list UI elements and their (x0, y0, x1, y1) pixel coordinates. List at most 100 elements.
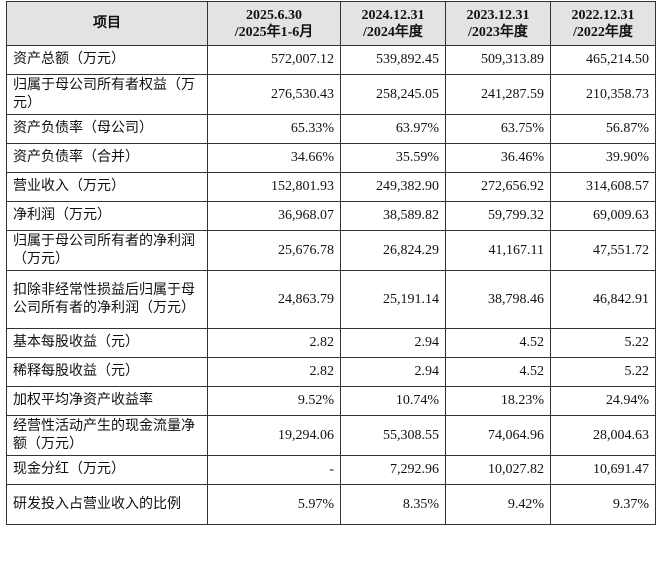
cell-value: 152,801.93 (207, 172, 341, 202)
cell-value: 249,382.90 (340, 172, 446, 202)
cell-value: 572,007.12 (207, 45, 341, 75)
row-label: 经营性活动产生的现金流量净额（万元） (6, 415, 208, 456)
cell-value: 10,691.47 (550, 455, 656, 485)
table-row: 经营性活动产生的现金流量净额（万元） 19,294.06 55,308.55 7… (6, 415, 656, 456)
table-row: 资产总额（万元） 572,007.12 539,892.45 509,313.8… (6, 45, 656, 75)
cell-value: 210,358.73 (550, 74, 656, 115)
row-label: 基本每股收益（元） (6, 328, 208, 358)
table-row: 扣除非经常性损益后归属于母公司所有者的净利润（万元） 24,863.79 25,… (6, 270, 656, 329)
cell-value: 39.90% (550, 143, 656, 173)
header-date: 2023.12.31 (466, 7, 530, 23)
cell-value: 314,608.57 (550, 172, 656, 202)
cell-value: 509,313.89 (445, 45, 551, 75)
cell-value: 47,551.72 (550, 230, 656, 271)
row-label: 资产负债率（合并） (6, 143, 208, 173)
cell-value: 9.42% (445, 484, 551, 525)
cell-value: 35.59% (340, 143, 446, 173)
table-row: 稀释每股收益（元） 2.82 2.94 4.52 5.22 (6, 357, 656, 387)
cell-value: 26,824.29 (340, 230, 446, 271)
cell-value: 34.66% (207, 143, 341, 173)
cell-value: 7,292.96 (340, 455, 446, 485)
table-row: 归属于母公司所有者权益（万元） 276,530.43 258,245.05 24… (6, 74, 656, 115)
table-row: 现金分红（万元） - 7,292.96 10,027.82 10,691.47 (6, 455, 656, 485)
table-row: 资产负债率（母公司） 65.33% 63.97% 63.75% 56.87% (6, 114, 656, 144)
cell-value: 28,004.63 (550, 415, 656, 456)
cell-value: 65.33% (207, 114, 341, 144)
cell-value: 10.74% (340, 386, 446, 416)
cell-value: 9.37% (550, 484, 656, 525)
cell-value: 63.75% (445, 114, 551, 144)
row-label: 加权平均净资产收益率 (6, 386, 208, 416)
table-row: 净利润（万元） 36,968.07 38,589.82 59,799.32 69… (6, 201, 656, 231)
header-item: 项目 (6, 1, 208, 46)
cell-value: 258,245.05 (340, 74, 446, 115)
header-date: 2024.12.31 (361, 7, 425, 23)
cell-value: 2.94 (340, 357, 446, 387)
cell-value: 8.35% (340, 484, 446, 525)
row-label: 资产负债率（母公司） (6, 114, 208, 144)
financial-indicators-table: 项目 2025.6.30 /2025年1-6月 2024.12.31 /2024… (6, 1, 656, 525)
table-row: 加权平均净资产收益率 9.52% 10.74% 18.23% 24.94% (6, 386, 656, 416)
header-period: /2022年度 (573, 24, 633, 40)
row-label: 稀释每股收益（元） (6, 357, 208, 387)
cell-value: 18.23% (445, 386, 551, 416)
cell-value: 56.87% (550, 114, 656, 144)
cell-value: 36,968.07 (207, 201, 341, 231)
cell-value: 276,530.43 (207, 74, 341, 115)
cell-value: 25,676.78 (207, 230, 341, 271)
cell-value: 2.94 (340, 328, 446, 358)
cell-value: 59,799.32 (445, 201, 551, 231)
cell-value: 55,308.55 (340, 415, 446, 456)
header-period-2022: 2022.12.31 /2022年度 (550, 1, 656, 46)
table-row: 研发投入占营业收入的比例 5.97% 8.35% 9.42% 9.37% (6, 484, 656, 525)
cell-value: 539,892.45 (340, 45, 446, 75)
cell-value: 41,167.11 (445, 230, 551, 271)
header-date: 2022.12.31 (571, 7, 635, 23)
header-period: /2024年度 (363, 24, 423, 40)
cell-value: 2.82 (207, 328, 341, 358)
cell-value: 4.52 (445, 328, 551, 358)
row-label: 归属于母公司所有者权益（万元） (6, 74, 208, 115)
cell-value: 25,191.14 (340, 270, 446, 329)
cell-value: 4.52 (445, 357, 551, 387)
cell-value: 36.46% (445, 143, 551, 173)
cell-value: 465,214.50 (550, 45, 656, 75)
header-period-2024: 2024.12.31 /2024年度 (340, 1, 446, 46)
row-label: 资产总额（万元） (6, 45, 208, 75)
cell-value: 24,863.79 (207, 270, 341, 329)
row-label: 扣除非经常性损益后归属于母公司所有者的净利润（万元） (6, 270, 208, 329)
header-period: /2025年1-6月 (234, 24, 314, 40)
cell-value: 69,009.63 (550, 201, 656, 231)
cell-value: 38,589.82 (340, 201, 446, 231)
cell-value: 24.94% (550, 386, 656, 416)
row-label: 研发投入占营业收入的比例 (6, 484, 208, 525)
table-row: 基本每股收益（元） 2.82 2.94 4.52 5.22 (6, 328, 656, 358)
header-item-label: 项目 (93, 16, 121, 31)
cell-value: 272,656.92 (445, 172, 551, 202)
cell-value: 241,287.59 (445, 74, 551, 115)
cell-value: 19,294.06 (207, 415, 341, 456)
table-header-row: 项目 2025.6.30 /2025年1-6月 2024.12.31 /2024… (6, 1, 656, 46)
header-period-2023: 2023.12.31 /2023年度 (445, 1, 551, 46)
cell-value: 2.82 (207, 357, 341, 387)
row-label: 净利润（万元） (6, 201, 208, 231)
row-label: 营业收入（万元） (6, 172, 208, 202)
cell-value: - (207, 455, 341, 485)
header-period: /2023年度 (468, 24, 528, 40)
cell-value: 63.97% (340, 114, 446, 144)
table-row: 营业收入（万元） 152,801.93 249,382.90 272,656.9… (6, 172, 656, 202)
cell-value: 46,842.91 (550, 270, 656, 329)
cell-value: 10,027.82 (445, 455, 551, 485)
row-label: 现金分红（万元） (6, 455, 208, 485)
table-row: 资产负债率（合并） 34.66% 35.59% 36.46% 39.90% (6, 143, 656, 173)
header-date: 2025.6.30 (246, 7, 302, 23)
cell-value: 5.22 (550, 357, 656, 387)
table-row: 归属于母公司所有者的净利润（万元） 25,676.78 26,824.29 41… (6, 230, 656, 271)
cell-value: 5.97% (207, 484, 341, 525)
cell-value: 9.52% (207, 386, 341, 416)
row-label: 归属于母公司所有者的净利润（万元） (6, 230, 208, 271)
header-period-2025h1: 2025.6.30 /2025年1-6月 (207, 1, 341, 46)
cell-value: 5.22 (550, 328, 656, 358)
cell-value: 74,064.96 (445, 415, 551, 456)
cell-value: 38,798.46 (445, 270, 551, 329)
